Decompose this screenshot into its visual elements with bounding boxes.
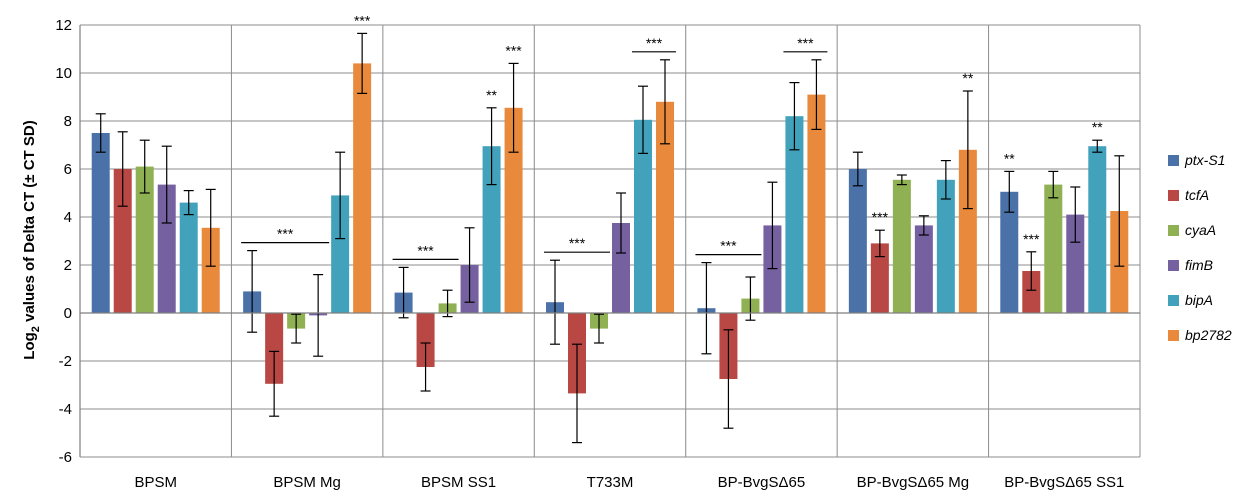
bar xyxy=(914,225,933,313)
bar xyxy=(1066,214,1085,313)
grid-lines xyxy=(79,24,1141,458)
category-label: BP-BvgSΔ65 xyxy=(718,474,806,491)
legend-label: fimB xyxy=(1185,257,1213,273)
bar xyxy=(113,169,132,313)
y-tick-label: -2 xyxy=(59,353,72,370)
axes: -6 -4 -2 0 2 4 6 8 10 12 BPSM BPSM Mg BPSM SS1 T733M B… xyxy=(55,17,1140,491)
y-tick-label: 2 xyxy=(64,257,72,274)
y-tick-label: 12 xyxy=(55,17,72,34)
bar xyxy=(634,119,652,313)
legend: ptx-S1 tcfA cyaA fimB bipA bp2782 xyxy=(1168,152,1232,343)
bar xyxy=(1000,191,1019,313)
significance-label: *** xyxy=(505,42,522,58)
category-label: T733M xyxy=(587,474,634,491)
bars xyxy=(91,32,1129,444)
bar xyxy=(331,195,350,313)
bar xyxy=(504,107,523,313)
significance-label: *** xyxy=(1023,231,1040,247)
significance-label: ** xyxy=(1092,119,1103,135)
bar xyxy=(1088,146,1107,313)
significance-label: *** xyxy=(872,209,889,225)
bar xyxy=(612,223,630,313)
legend-label: tcfA xyxy=(1185,187,1209,203)
bar xyxy=(936,179,955,313)
bar xyxy=(482,146,501,313)
bar xyxy=(416,313,435,367)
y-tick-label: 10 xyxy=(55,65,72,82)
y-tick-label: -4 xyxy=(59,401,72,418)
legend-swatch xyxy=(1168,260,1179,271)
y-axis-label: Log2 values of Delta CT (± CT SD) xyxy=(21,120,42,359)
bar xyxy=(656,101,674,313)
y-axis-label-prefix: Log xyxy=(21,332,38,360)
y-tick-label: 0 xyxy=(64,305,72,322)
legend-label: cyaA xyxy=(1185,222,1216,238)
bar xyxy=(1044,184,1063,313)
y-tick-label: 8 xyxy=(64,113,72,130)
y-axis-label-suffix: values of Delta CT (± CT SD) xyxy=(21,120,38,326)
category-label: BP-BvgSΔ65 SS1 xyxy=(1004,474,1124,491)
category-label: BP-BvgSΔ65 Mg xyxy=(857,474,970,491)
legend-swatch xyxy=(1168,225,1179,236)
legend-swatch xyxy=(1168,155,1179,166)
significance-label: *** xyxy=(569,235,586,251)
legend-swatch xyxy=(1168,330,1179,341)
y-tick-label: 4 xyxy=(64,209,72,226)
significance-label: *** xyxy=(354,12,371,28)
bar xyxy=(848,169,867,313)
bar xyxy=(135,166,154,313)
legend-label: bipA xyxy=(1185,292,1213,308)
significance-label: ** xyxy=(1004,150,1015,166)
significance-label: *** xyxy=(277,226,294,242)
legend-swatch xyxy=(1168,190,1179,201)
bar xyxy=(157,184,176,313)
bar xyxy=(870,243,889,313)
legend-label: bp2782 xyxy=(1185,327,1232,343)
bar xyxy=(201,227,220,313)
legend-label: ptx-S1 xyxy=(1184,152,1225,168)
bar xyxy=(179,202,198,313)
category-label: BPSM xyxy=(134,474,177,491)
significance-label: *** xyxy=(720,238,737,254)
bar xyxy=(892,179,911,313)
significance-markers: ************************************** xyxy=(241,12,1103,260)
significance-label: ** xyxy=(962,70,973,86)
y-axis-label-subscript: 2 xyxy=(30,326,42,332)
significance-label: *** xyxy=(797,35,814,51)
significance-label: *** xyxy=(417,242,434,258)
bar xyxy=(1022,271,1041,313)
category-label: BPSM Mg xyxy=(273,474,341,491)
category-label: BPSM SS1 xyxy=(421,474,496,491)
bar xyxy=(785,116,804,313)
bar xyxy=(958,149,977,313)
legend-swatch xyxy=(1168,295,1179,306)
bar xyxy=(265,313,284,384)
bar xyxy=(91,133,110,313)
significance-label: ** xyxy=(486,87,497,103)
bar xyxy=(353,63,372,314)
bar xyxy=(807,94,826,313)
y-tick-label: -6 xyxy=(59,449,72,466)
y-tick-label: 6 xyxy=(64,161,72,178)
significance-label: *** xyxy=(646,35,663,51)
